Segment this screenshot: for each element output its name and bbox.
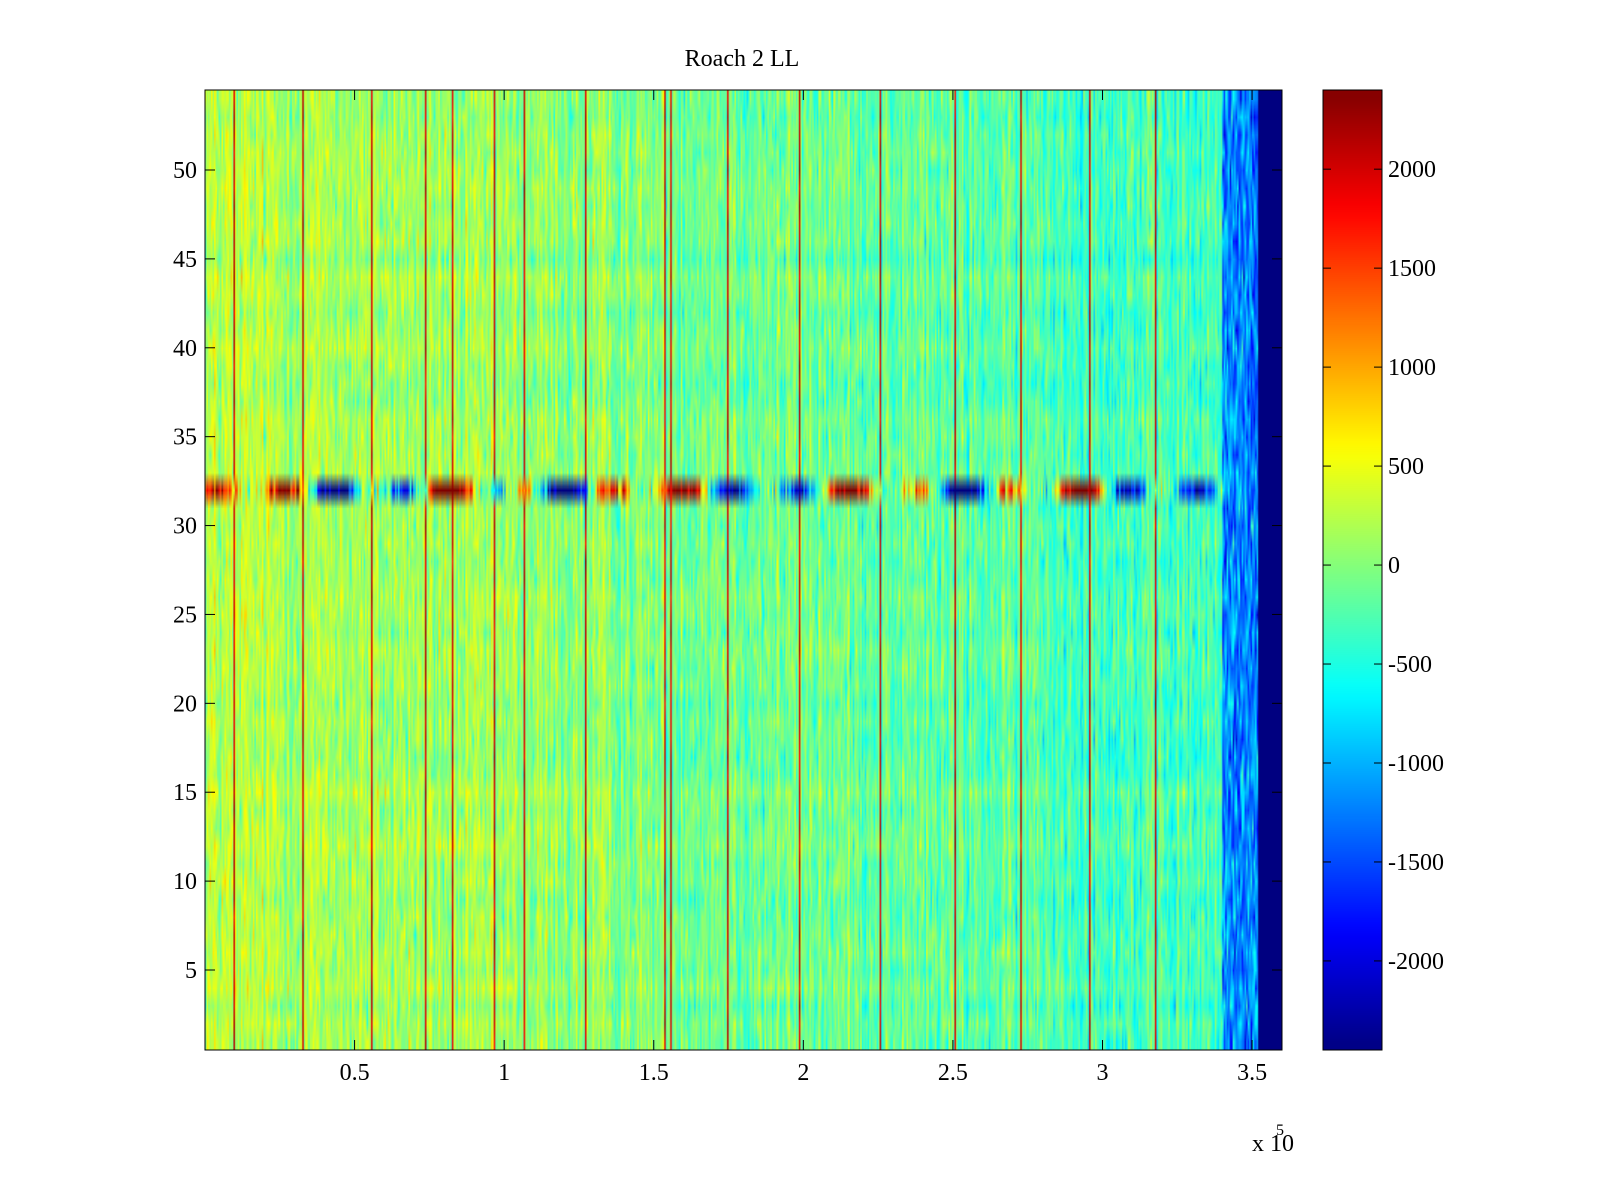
plot-frame [204,89,1283,1051]
x-tick-label: 1 [498,1060,510,1086]
x-tick-label: 3 [1097,1060,1109,1086]
y-tick-label: 10 [173,869,197,895]
y-tick-label: 25 [173,602,197,628]
y-tick-label: 50 [173,158,197,184]
colorbar-tick-label: -500 [1388,652,1432,678]
colorbar: 2000 1500 1000 500 0 -500 -1000 -1500 -2000 [1322,89,1444,1051]
x-axis: 0.5 1 1.5 2 2.5 3 3.5 [340,90,1267,1086]
y-tick-label: 40 [173,336,197,362]
y-tick-label: 5 [185,958,197,984]
y-axis: 5 10 15 20 25 30 35 40 45 50 [173,158,1282,984]
y-tick-label: 20 [173,691,197,717]
heatmap-image [205,90,1282,1050]
colorbar-ticks: 2000 1500 1000 500 0 -500 -1000 -1500 -2000 [1323,157,1444,975]
x-multiplier: x 10 5 [1252,1122,1294,1157]
colorbar-tick-label: 1000 [1388,355,1436,381]
chart-title: Roach 2 LL [685,46,800,72]
x-tick-label: 1.5 [639,1060,669,1086]
y-tick-label: 15 [173,780,197,806]
x-tick-label: 3.5 [1237,1060,1267,1086]
x-tick-label: 0.5 [340,1060,370,1086]
x-tick-label: 2 [797,1060,809,1086]
colorbar-tick-label: -1500 [1388,850,1444,876]
colorbar-tick-label: 1500 [1388,256,1436,282]
y-tick-label: 30 [173,514,197,540]
x-multiplier-base: x 10 [1252,1131,1294,1157]
colorbar-tick-label: -1000 [1388,751,1444,777]
x-multiplier-exponent: 5 [1276,1122,1284,1139]
colorbar-tick-label: 2000 [1388,157,1436,183]
y-tick-label: 45 [173,247,197,273]
colorbar-frame [1322,89,1383,1051]
colorbar-tick-label: -2000 [1388,949,1444,975]
x-tick-label: 2.5 [938,1060,968,1086]
colorbar-gradient [1323,90,1382,1050]
colorbar-tick-label: 0 [1388,553,1400,579]
colorbar-tick-label: 500 [1388,454,1424,480]
plot-area [205,90,1282,1050]
y-tick-label: 35 [173,425,197,451]
